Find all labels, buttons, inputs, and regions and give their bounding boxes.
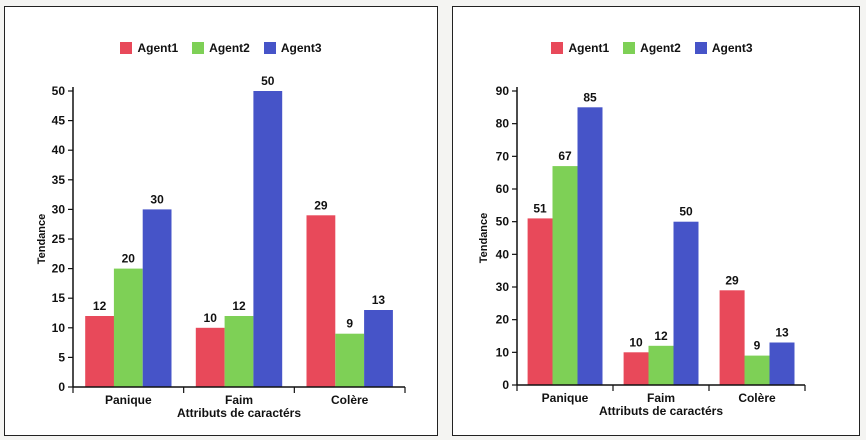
y-tick-label: 5 xyxy=(58,350,65,364)
y-tick-label: 30 xyxy=(496,280,510,294)
bar-agent3-colère xyxy=(364,310,393,387)
legend-item-agent1: Agent1 xyxy=(120,41,178,55)
legend-label: Agent2 xyxy=(640,41,681,55)
data-label: 10 xyxy=(629,335,643,349)
y-tick-label: 70 xyxy=(496,149,510,163)
data-label: 10 xyxy=(204,311,218,325)
data-label: 29 xyxy=(314,198,328,212)
data-label: 12 xyxy=(654,329,668,343)
y-tick-label: 20 xyxy=(496,313,510,327)
bar-agent3-faim xyxy=(253,91,283,387)
y-tick-label: 30 xyxy=(52,202,66,216)
legend-swatch-agent2 xyxy=(192,42,205,54)
x-tick-label: Colère xyxy=(331,393,369,407)
legend-label: Agent3 xyxy=(280,41,322,55)
y-axis-title: Tendance xyxy=(36,214,48,265)
x-axis-title: Attributs de caractérs xyxy=(599,404,723,418)
bar-agent2-panique xyxy=(113,268,143,387)
data-label: 13 xyxy=(372,293,386,307)
bar-agent3-panique xyxy=(577,107,603,386)
y-tick-label: 35 xyxy=(52,173,66,187)
y-tick-label: 50 xyxy=(52,84,66,98)
data-label: 13 xyxy=(775,326,789,340)
bar-agent1-faim xyxy=(623,352,649,385)
x-axis-title: Attributs de caractérs xyxy=(177,406,301,420)
bar-agent2-colère xyxy=(744,355,770,385)
y-tick-label: 40 xyxy=(496,247,510,261)
x-tick-label: Panique xyxy=(105,393,152,407)
y-tick-label: 90 xyxy=(496,84,510,98)
y-tick-label: 15 xyxy=(52,291,66,305)
legend-label: Agent2 xyxy=(209,41,250,55)
legend-swatch-agent2 xyxy=(623,42,636,54)
x-tick-label: Faim xyxy=(225,393,253,407)
bar-agent1-colère xyxy=(719,290,745,385)
x-tick-label: Faim xyxy=(647,391,675,405)
legend-item-agent2: Agent2 xyxy=(192,41,250,55)
y-tick-label: 40 xyxy=(52,143,66,157)
data-label: 85 xyxy=(583,90,597,104)
bar-agent1-faim xyxy=(195,327,225,387)
data-label: 12 xyxy=(232,299,246,313)
bar-agent2-panique xyxy=(552,166,578,385)
bar-agent1-panique xyxy=(85,316,114,387)
y-tick-label: 10 xyxy=(496,345,510,359)
legend-label: Agent1 xyxy=(568,41,610,55)
data-label: 12 xyxy=(93,299,107,313)
bar-agent3-faim xyxy=(673,221,699,385)
bar-agent1-panique xyxy=(527,218,553,385)
y-tick-label: 60 xyxy=(496,182,510,196)
y-tick-label: 0 xyxy=(502,378,509,392)
legend-item-agent3: Agent3 xyxy=(694,41,753,55)
bar-agent2-faim xyxy=(224,316,254,387)
legend-swatch-agent3 xyxy=(694,42,707,54)
data-label: 9 xyxy=(346,317,353,331)
x-tick-label: Panique xyxy=(542,391,589,405)
data-label: 50 xyxy=(261,74,275,88)
data-label: 29 xyxy=(725,273,739,287)
legend-swatch-agent1 xyxy=(120,42,133,54)
bar-agent2-faim xyxy=(648,345,674,385)
data-label: 67 xyxy=(558,149,572,163)
legend-swatch-agent1 xyxy=(551,42,564,54)
legend-label: Agent1 xyxy=(137,41,179,55)
y-tick-label: 20 xyxy=(52,262,66,276)
y-tick-label: 10 xyxy=(52,321,66,335)
y-axis-title: Tendance xyxy=(478,213,490,264)
chart-legend: Agent1 Agent2 Agent3 xyxy=(5,41,437,55)
data-label: 9 xyxy=(754,339,761,353)
x-tick-label: Colère xyxy=(738,391,776,405)
legend-item-agent3: Agent3 xyxy=(263,41,322,55)
data-label: 20 xyxy=(122,252,136,266)
bar-agent3-panique xyxy=(142,209,172,387)
y-tick-label: 80 xyxy=(496,117,510,131)
chart-legend: Agent1 Agent2 Agent3 xyxy=(445,41,859,55)
y-tick-label: 25 xyxy=(52,232,66,246)
legend-label: Agent3 xyxy=(711,41,753,55)
legend-item-agent2: Agent2 xyxy=(623,41,681,55)
bar-agent3-colère xyxy=(769,342,795,385)
bar-chart-left: 12 10 29 20 12 9 30 50 13 0 5 10 15 20 25 30 35 40 45 50 Pan… xyxy=(36,74,406,420)
y-tick-label: 0 xyxy=(58,380,65,394)
chart-panel-left: Agent1 Agent2 Agent3 12 10 29 20 12 9 30 50 13 0 5… xyxy=(4,6,438,436)
data-label: 50 xyxy=(679,205,693,219)
legend-swatch-agent3 xyxy=(263,42,276,54)
y-tick-label: 45 xyxy=(52,114,66,128)
data-label: 30 xyxy=(150,192,164,206)
data-label: 51 xyxy=(533,201,547,215)
chart-panel-right: Agent1 Agent2 Agent3 51 10 29 67 12 9 85 50 13 0 1… xyxy=(452,6,860,436)
bar-agent1-colère xyxy=(306,215,336,387)
bar-chart-right: 51 10 29 67 12 9 85 50 13 0 10 20 30 40 50 60 70 80 90 Pani… xyxy=(478,84,806,418)
bar-agent2-colère xyxy=(335,333,365,387)
legend-item-agent1: Agent1 xyxy=(551,41,609,55)
y-tick-label: 50 xyxy=(496,215,510,229)
